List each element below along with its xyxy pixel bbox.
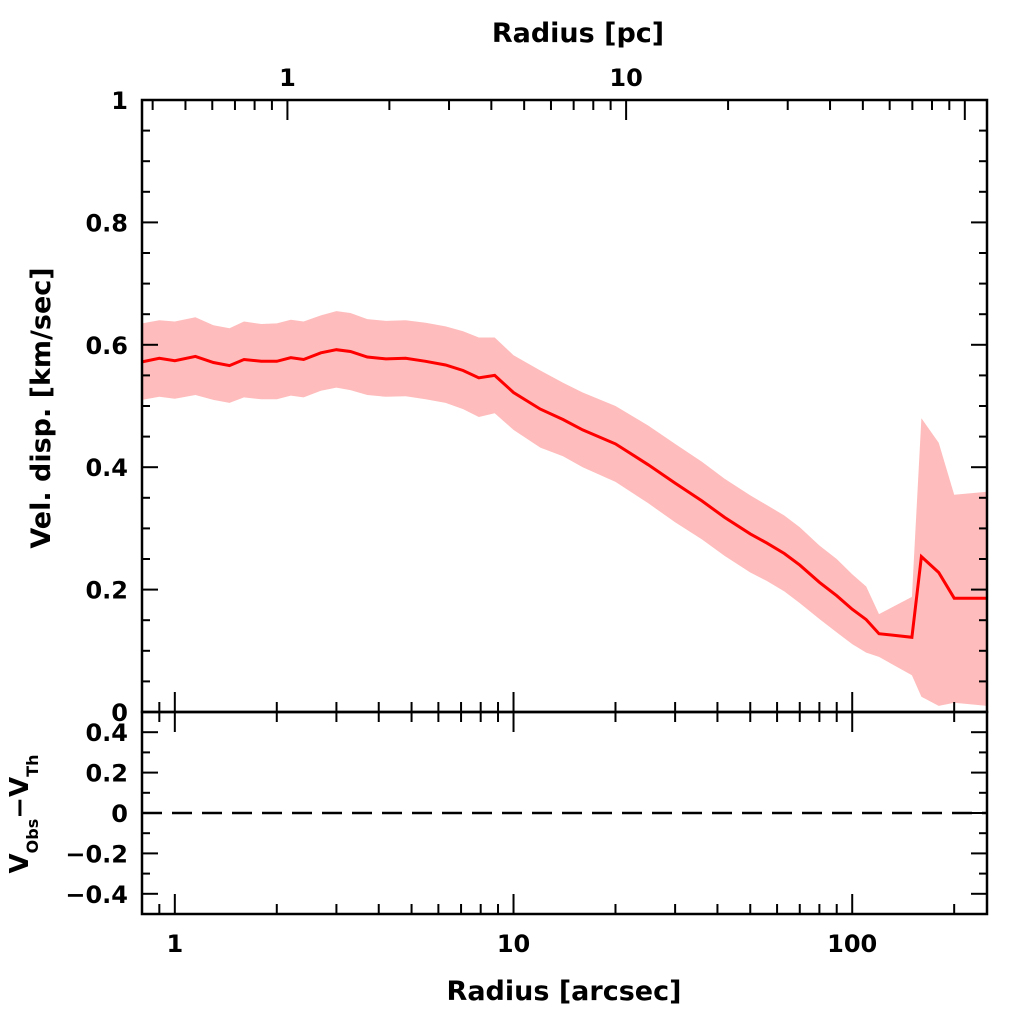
y-tick-label: 0.6 — [85, 332, 128, 360]
residual-y-tick-label: −0.2 — [65, 840, 128, 868]
residual-axis-ticks — [141, 711, 987, 915]
top-x-tick-labels: 1 10 — [279, 64, 643, 92]
bottom-x-tick-label: 100 — [827, 930, 877, 958]
bottom-x-tick-label: 1 — [166, 930, 183, 958]
velocity-dispersion-line — [141, 348, 987, 639]
top-x-tick-label: 1 — [279, 64, 296, 92]
bottom-x-tick-label: 10 — [497, 930, 530, 958]
residual-y-tick-labels: −0.4 −0.2 0 0.2 0.4 — [65, 719, 128, 909]
residual-y-tick-label: −0.4 — [65, 881, 128, 909]
bottom-x-tick-labels: 1 10 100 — [166, 930, 877, 958]
top-axis-title: Radius [pc] — [492, 18, 664, 49]
main-y-tick-labels: 0 0.2 0.4 0.6 0.8 1 — [85, 87, 128, 727]
residual-panel: −0.4 −0.2 0 0.2 0.4 1 10 100 — [65, 710, 989, 958]
main-y-axis-title: Vel. disp. [km/sec] — [26, 267, 57, 548]
y-tick-label: 0 — [111, 699, 128, 727]
residual-y-tick-label: 0.2 — [85, 760, 128, 788]
main-axis-ticks — [141, 99, 987, 713]
y-tick-label: 1 — [111, 87, 128, 115]
y-tick-label: 0.2 — [85, 577, 128, 605]
residual-y-axis-title: VObs−VTh — [5, 755, 42, 874]
y-tick-label: 0.4 — [85, 454, 128, 482]
residual-y-tick-label: 0 — [111, 800, 128, 828]
residual-y-tick-label: 0.4 — [85, 719, 128, 747]
y-tick-label: 0.8 — [85, 209, 128, 237]
residual-panel-frame — [140, 710, 989, 916]
main-panel: 0 0.2 0.4 0.6 0.8 1 1 10 — [85, 64, 989, 727]
top-x-tick-label: 10 — [609, 64, 642, 92]
bottom-axis-title: Radius [arcsec] — [447, 976, 682, 1007]
error-band — [142, 311, 987, 706]
